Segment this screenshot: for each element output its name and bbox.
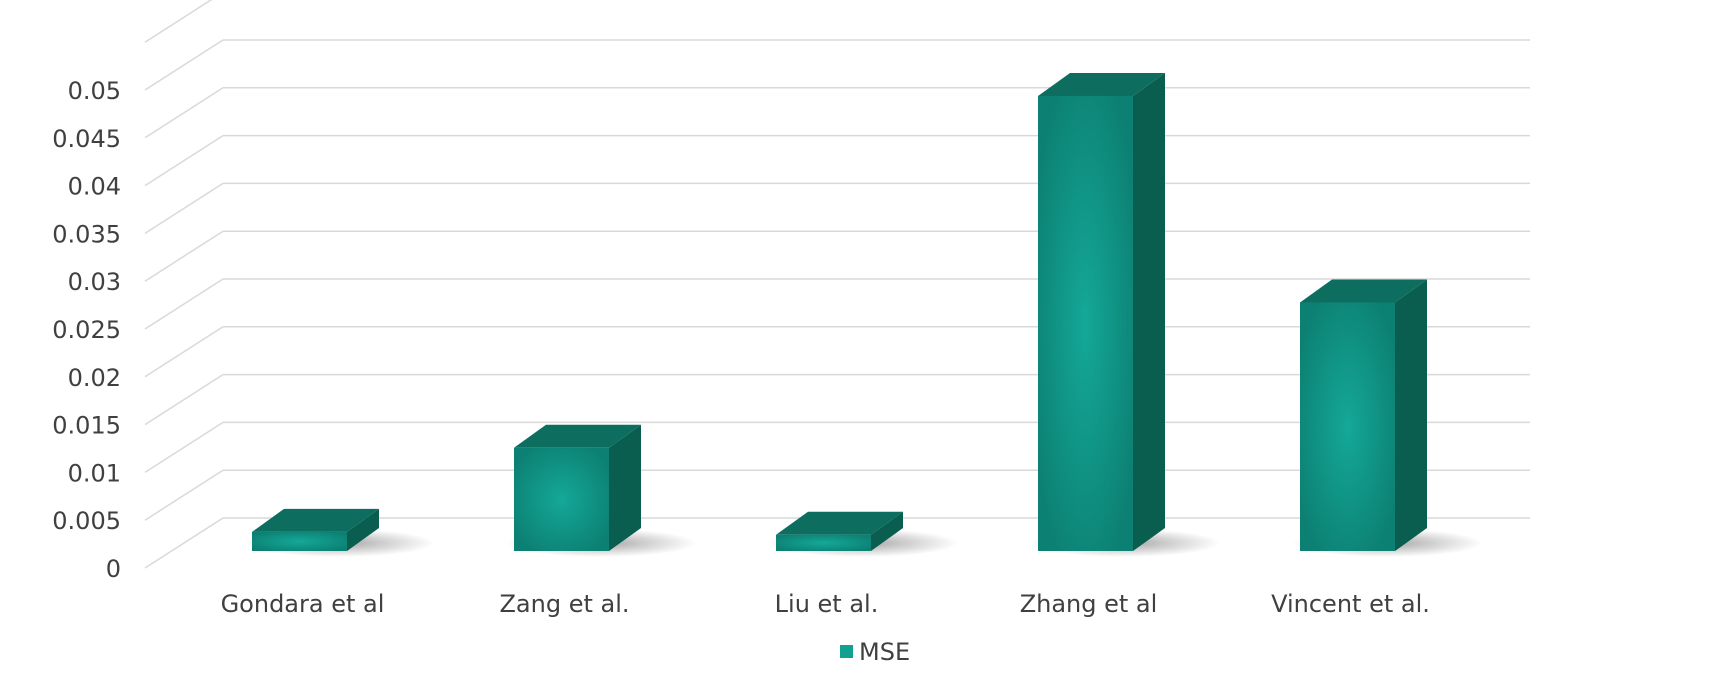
y-tick-label: 0.01 xyxy=(68,459,121,487)
gridline-diagonal xyxy=(144,517,224,569)
x-category-label: Liu et al. xyxy=(775,590,879,618)
gridline-diagonal xyxy=(144,421,224,474)
x-category-label: Zang et al. xyxy=(499,590,629,618)
gridlines xyxy=(144,0,1530,569)
y-tick-label: 0 xyxy=(106,555,121,583)
bar-3 xyxy=(768,511,959,557)
y-tick-label: 0.03 xyxy=(68,268,121,296)
x-axis-category-labels: Gondara et al Zang et al. Liu et al. Zhang … xyxy=(221,590,1430,618)
gridline-diagonal xyxy=(144,469,224,521)
gridline-diagonal xyxy=(144,182,224,235)
bar-1 xyxy=(244,508,435,557)
y-tick-label: 0.035 xyxy=(52,220,121,248)
bar-top-face xyxy=(514,424,641,448)
y-tick-label: 0.045 xyxy=(52,125,121,153)
gridline-diagonal xyxy=(144,0,213,43)
x-category-label: Vincent et al. xyxy=(1271,590,1430,618)
bar-5 xyxy=(1292,279,1483,557)
bar-front-face xyxy=(1300,302,1395,551)
bar-side-face xyxy=(1395,279,1427,551)
bar-top-face xyxy=(1038,72,1165,96)
bar-4 xyxy=(1030,72,1221,557)
gridline-diagonal xyxy=(144,373,224,426)
bars xyxy=(244,72,1483,557)
bar-front-face xyxy=(252,531,347,551)
bar-side-face xyxy=(609,424,641,551)
bar-front-face xyxy=(1038,95,1133,551)
gridline-diagonal xyxy=(144,87,224,139)
gridline-diagonal xyxy=(144,278,224,330)
bar-top-face xyxy=(1300,279,1427,303)
gridline-diagonal xyxy=(144,230,224,282)
x-category-label: Gondara et al xyxy=(221,590,385,618)
y-tick-label: 0.015 xyxy=(52,412,121,440)
x-category-label: Zhang et al xyxy=(1020,590,1158,618)
bar-2 xyxy=(506,424,697,557)
bar-side-face xyxy=(1133,72,1165,551)
legend: MSE xyxy=(840,638,910,666)
gridline-diagonal xyxy=(144,39,224,91)
legend-label-mse: MSE xyxy=(859,638,910,666)
y-tick-label: 0.05 xyxy=(68,77,121,105)
bar-front-face xyxy=(776,534,871,551)
bar-top-face xyxy=(252,508,379,532)
gridline-diagonal xyxy=(144,326,224,378)
y-tick-label: 0.005 xyxy=(52,507,121,535)
gridline-diagonal xyxy=(144,134,224,187)
bar-front-face xyxy=(514,447,609,551)
y-tick-label: 0.04 xyxy=(68,173,121,201)
y-axis-tick-labels: 0 0.005 0.01 0.015 0.02 0.025 0.03 0.035 0.04 0.0… xyxy=(52,77,121,583)
bar-side-face xyxy=(347,508,379,551)
y-tick-label: 0.025 xyxy=(52,316,121,344)
bar-side-face xyxy=(871,511,903,551)
legend-swatch-mse xyxy=(840,645,853,658)
y-tick-label: 0.02 xyxy=(68,364,121,392)
bar-top-face xyxy=(776,511,903,535)
